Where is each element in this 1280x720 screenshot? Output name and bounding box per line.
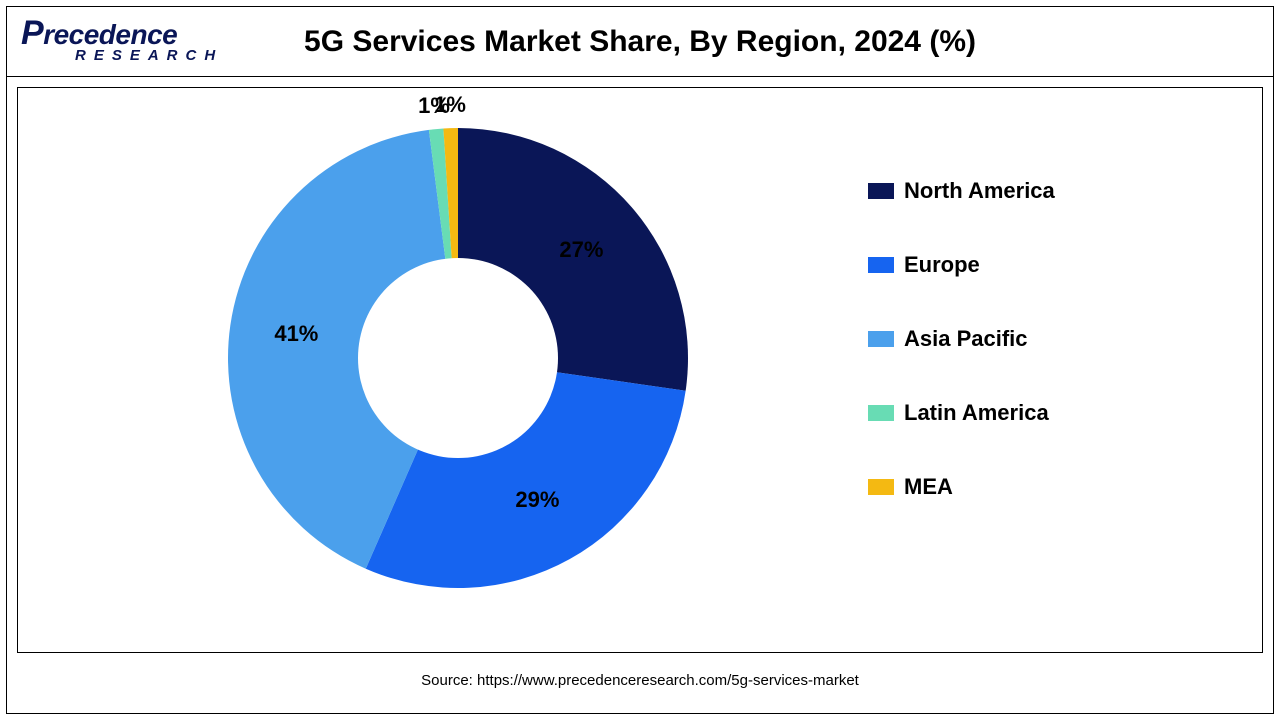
legend-label: MEA — [904, 474, 953, 500]
legend-swatch — [868, 479, 894, 495]
slice-label-asia-pacific: 41% — [272, 321, 320, 347]
legend-label: North America — [904, 178, 1055, 204]
outer-frame: Precedence RESEARCH 5G Services Market S… — [6, 6, 1274, 714]
legend-item-mea: MEA — [868, 474, 1128, 500]
brand-logo: Precedence RESEARCH — [21, 13, 211, 69]
legend-item-asia-pacific: Asia Pacific — [868, 326, 1128, 352]
donut-hole — [358, 258, 558, 458]
legend: North America Europe Asia Pacific Latin Ame… — [868, 178, 1128, 548]
logo-top: Precedence — [21, 18, 211, 49]
slice-label-north-america: 27% — [557, 237, 605, 263]
legend-swatch — [868, 257, 894, 273]
header-bar: Precedence RESEARCH 5G Services Market S… — [7, 7, 1273, 77]
legend-swatch — [868, 183, 894, 199]
legend-item-latin-america: Latin America — [868, 400, 1128, 426]
source-text: Source: https://www.precedenceresearch.c… — [421, 672, 859, 689]
legend-label: Asia Pacific — [904, 326, 1028, 352]
legend-item-europe: Europe — [868, 252, 1128, 278]
legend-label: Europe — [904, 252, 980, 278]
chart-title: 5G Services Market Share, By Region, 202… — [304, 25, 976, 59]
slice-label-europe: 29% — [513, 487, 561, 513]
donut-svg — [218, 118, 698, 598]
legend-swatch — [868, 331, 894, 347]
slice-label-mea: 1% — [426, 92, 474, 118]
legend-label: Latin America — [904, 400, 1049, 426]
chart-body: 27%29%41%1%1% North AmericaEuropeAsia Pa… — [17, 87, 1263, 653]
logo-bottom: RESEARCH — [75, 47, 211, 64]
legend-item-north-america: North America — [868, 178, 1128, 204]
donut-chart: 27%29%41%1%1% — [218, 118, 698, 598]
legend-swatch — [868, 405, 894, 421]
